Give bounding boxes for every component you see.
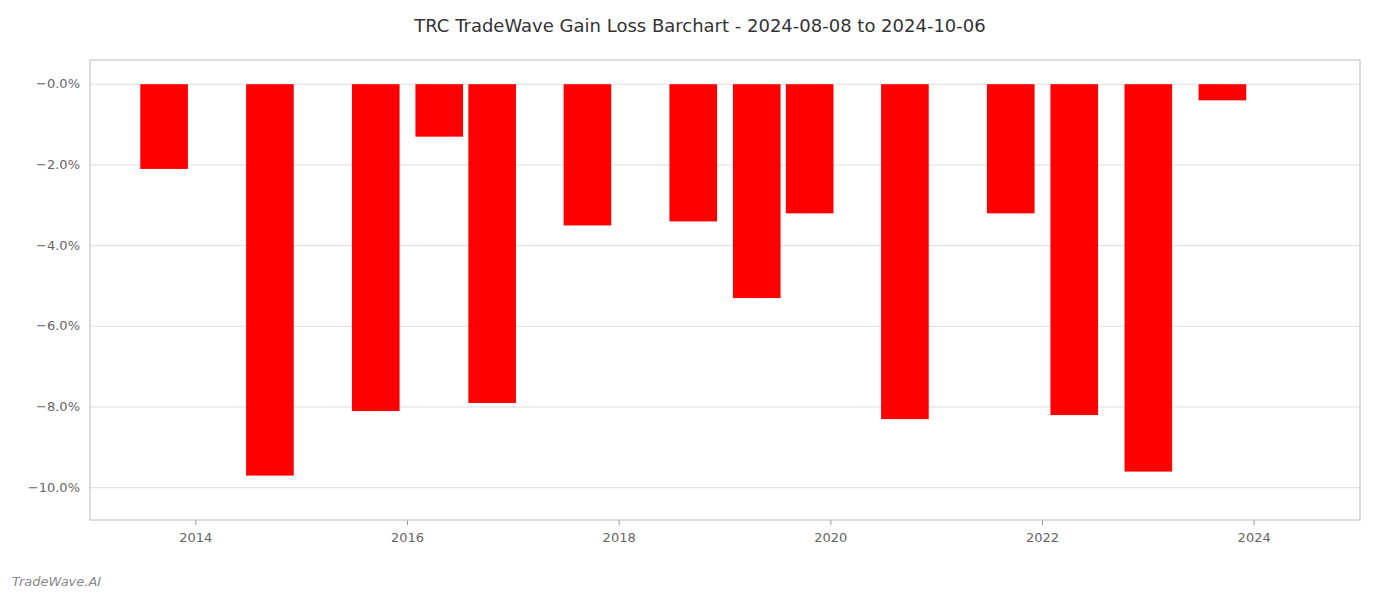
bar [1050,84,1098,415]
bar [246,84,294,475]
x-tick [1254,520,1255,525]
x-tick [1042,520,1043,525]
y-tick-label: −10.0% [28,480,80,495]
bar [733,84,781,298]
x-tick-label: 2024 [1238,530,1271,545]
x-tick [407,520,408,525]
x-tick [195,520,196,525]
x-tick [830,520,831,525]
plot-frame [90,60,1360,520]
x-tick-label: 2018 [603,530,636,545]
bar [415,84,463,136]
bar [140,84,188,169]
grid [90,84,1360,488]
x-tick [619,520,620,525]
watermark: TradeWave.AI [12,574,101,589]
x-tick-label: 2016 [391,530,424,545]
bar [1125,84,1173,471]
y-tick-label: −0.0% [36,76,80,91]
x-tick-label: 2014 [179,530,212,545]
chart: TRC TradeWave Gain Loss Barchart - 2024-… [0,0,1400,600]
bars [140,84,1246,475]
axes: −0.0% −2.0% −4.0% −6.0% −8.0% −10.0% 2014 2016 2… [28,60,1360,545]
y-tick-label: −8.0% [36,399,80,414]
grid-line [90,487,1360,488]
bar [987,84,1035,213]
y-tick-label: −2.0% [36,157,80,172]
bar [564,84,612,225]
bar [669,84,717,221]
bar [468,84,516,403]
x-tick-label: 2022 [1026,530,1059,545]
y-tick-label: −4.0% [36,238,80,253]
bar [352,84,400,411]
x-tick-label: 2020 [814,530,847,545]
title: TRC TradeWave Gain Loss Barchart - 2024-… [413,15,985,36]
bar [881,84,929,419]
y-tick-label: −6.0% [36,318,80,333]
bar [1199,84,1247,100]
bar [786,84,834,213]
